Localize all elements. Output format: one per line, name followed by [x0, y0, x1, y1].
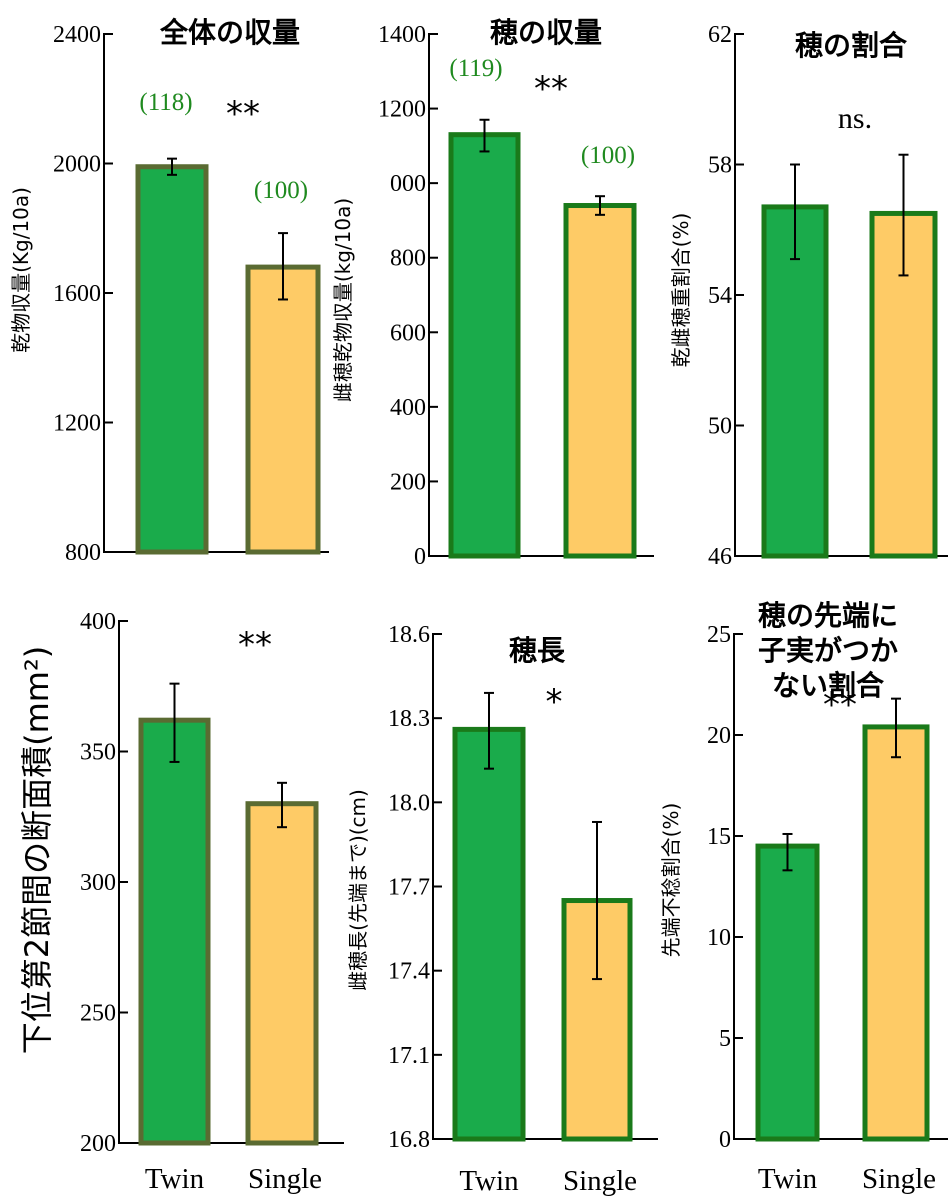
y-tick-label: 25 [707, 622, 731, 648]
bar-percent-label: (100) [254, 177, 308, 204]
category-label: Single [862, 1163, 936, 1195]
y-tick-label: 18.0 [388, 790, 430, 816]
y-tick-label: 0 [414, 544, 426, 570]
y-tick-label: 2400 [53, 22, 101, 48]
category-label: Twin [758, 1163, 818, 1195]
bar-single [245, 264, 321, 555]
chart-title-line: 全体の収量 [159, 16, 300, 49]
y-tick-label: 5 [719, 1026, 731, 1052]
chart-title: 穂の割合 [795, 29, 908, 62]
y-tick-label: 400 [390, 395, 426, 421]
y-tick-label: 58 [708, 153, 732, 179]
y-axis-label: 雌穂長(先端まで)(cm) [346, 789, 370, 991]
category-label: Single [248, 1163, 322, 1195]
y-tick-label: 54 [708, 283, 732, 309]
bar-twin [755, 843, 820, 1142]
chart-title: 穂の先端に子実がつかない割合 [758, 599, 898, 702]
y-tick-label: 17.1 [388, 1043, 430, 1069]
significance-marker: ns. [838, 102, 872, 135]
y-tick-label: 18.3 [388, 706, 430, 732]
significance-marker: ** [238, 625, 272, 665]
bar-percent-label: (118) [139, 89, 192, 116]
bar-twin [452, 726, 526, 1142]
y-tick-label: 200 [390, 469, 426, 495]
y-axis-label: 乾雌穂重割合(%) [669, 213, 693, 368]
y-tick-label: 17.7 [388, 875, 430, 901]
bar-percent-label: (119) [449, 55, 502, 82]
y-tick-label: 20 [707, 723, 731, 749]
y-tick-label: 50 [708, 414, 732, 440]
y-tick-label: 600 [390, 320, 426, 346]
y-tick-label: 200 [80, 1131, 116, 1157]
category-label: Single [563, 1165, 637, 1197]
y-tick-label: 1200 [53, 411, 101, 437]
y-tick-label: 1400 [378, 22, 426, 48]
y-tick-label: 800 [390, 246, 426, 272]
y-tick-label: 800 [65, 540, 101, 566]
y-tick-label: 10 [707, 925, 731, 951]
bar-single [563, 203, 637, 559]
y-axis-label: 先端不稔割合(%) [659, 803, 683, 958]
bar-twin [135, 164, 209, 555]
chart-title-line: 穂長 [509, 634, 566, 667]
y-axis-label: 乾物収量(Kg/10a) [9, 187, 33, 353]
y-tick-label: 250 [80, 1001, 116, 1027]
y-tick-label: 1200 [378, 97, 426, 123]
category-label: Twin [145, 1163, 205, 1195]
bar-twin [138, 717, 211, 1146]
y-axis-label: 雌穂乾物収量(kg/10a) [331, 198, 355, 402]
chart-title-line: 穂の収量 [490, 16, 602, 49]
bar-percent-label: (100) [581, 142, 635, 169]
category-label: Twin [459, 1165, 519, 1197]
bar-twin [448, 132, 521, 559]
significance-marker: ** [226, 94, 260, 134]
y-tick-label: 300 [80, 870, 116, 896]
y-tick-label: 17.4 [388, 959, 430, 985]
significance-marker: ** [823, 685, 857, 725]
chart-title-line: 子実がつか [758, 634, 898, 667]
y-tick-label: 350 [80, 740, 116, 766]
y-tick-label: 16.8 [388, 1127, 430, 1153]
y-tick-label: 000 [390, 171, 426, 197]
chart-title-line: 穂の割合 [795, 29, 908, 62]
y-tick-label: 18.6 [388, 622, 430, 648]
y-tick-label: 46 [708, 544, 732, 570]
bar-twin [761, 204, 829, 559]
y-axis-label: 下位第2節間の断面積(mm²) [18, 646, 56, 1055]
bar-single [862, 724, 930, 1142]
chart-title: 穂の収量 [490, 16, 602, 49]
y-tick-label: 400 [80, 609, 116, 635]
y-tick-label: 0 [719, 1127, 731, 1153]
bar-single [245, 801, 319, 1146]
chart-title: 全体の収量 [159, 16, 300, 49]
y-tick-label: 1600 [53, 281, 101, 307]
chart-title-line: 穂の先端に [758, 599, 898, 632]
y-tick-label: 2000 [53, 152, 101, 178]
chart-title: 穂長 [509, 634, 566, 667]
chart-title-line: ない割合 [772, 669, 885, 702]
significance-marker: ** [534, 69, 568, 109]
y-tick-label: 62 [708, 22, 732, 48]
y-tick-label: 15 [707, 824, 731, 850]
significance-marker: * [546, 682, 563, 722]
